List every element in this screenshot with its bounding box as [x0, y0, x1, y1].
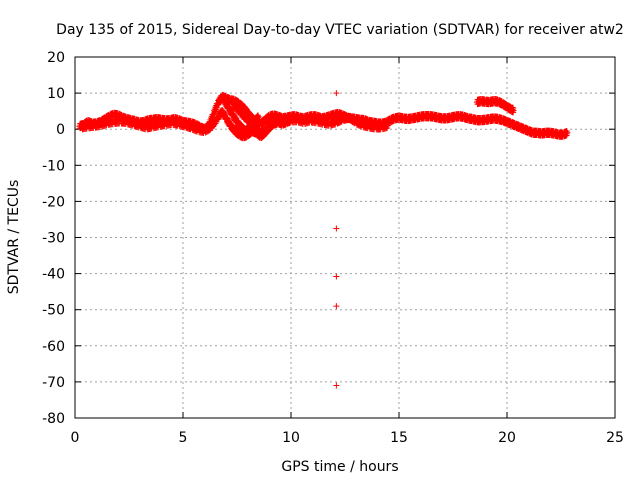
data-point-dense	[384, 120, 391, 127]
data-point-dense	[269, 116, 276, 123]
y-tick-label: -30	[42, 231, 65, 247]
x-tick-label: 25	[606, 430, 624, 446]
x-tick-label: 20	[498, 430, 516, 446]
y-tick-label: -80	[42, 411, 65, 427]
data-point-dense	[238, 100, 245, 107]
data-point-dense	[254, 113, 261, 120]
data-point-dense	[510, 105, 517, 112]
data-point-dense	[270, 115, 276, 122]
y-tick-label: -40	[42, 267, 65, 283]
y-tick-label: -10	[42, 158, 65, 174]
data-point-dense	[246, 116, 253, 123]
data-point	[333, 303, 340, 310]
data-point	[333, 90, 340, 97]
data-point-dense	[223, 99, 230, 106]
grid-lines	[75, 57, 615, 418]
x-tick-label: 10	[282, 430, 300, 446]
data-point-dense	[221, 110, 228, 117]
data-point-dense	[226, 118, 233, 125]
chart-title: Day 135 of 2015, Sidereal Day-to-day VTE…	[56, 22, 624, 38]
x-tick-label: 15	[390, 430, 408, 446]
x-axis-label: GPS time / hours	[281, 459, 398, 475]
y-axis-label: SDTVAR / TECUs	[6, 180, 22, 295]
axis-ticks: 0 5 10 15 20 25 20 10 0 -10 -20 -30 -40 -50 -60 -70 -80	[42, 50, 624, 446]
x-tick-label: 5	[179, 430, 188, 446]
data-point	[333, 382, 340, 389]
data-point	[333, 225, 340, 232]
data-point-dense	[350, 115, 357, 122]
y-tick-label: 0	[56, 122, 65, 138]
y-tick-label: -20	[42, 194, 65, 210]
y-tick-label: -70	[42, 375, 65, 391]
y-tick-label: 10	[47, 86, 65, 102]
data-point-dense	[254, 112, 261, 119]
data-point-dense	[234, 103, 240, 110]
data-points	[76, 90, 571, 389]
y-tick-label: -60	[42, 339, 65, 355]
y-tick-label: 20	[47, 50, 65, 66]
data-point	[333, 273, 340, 280]
data-point-dense	[563, 127, 570, 134]
data-point-dense	[240, 110, 247, 117]
y-tick-label: -50	[42, 303, 65, 319]
x-tick-label: 0	[71, 430, 80, 446]
data-point-dense	[232, 114, 239, 121]
